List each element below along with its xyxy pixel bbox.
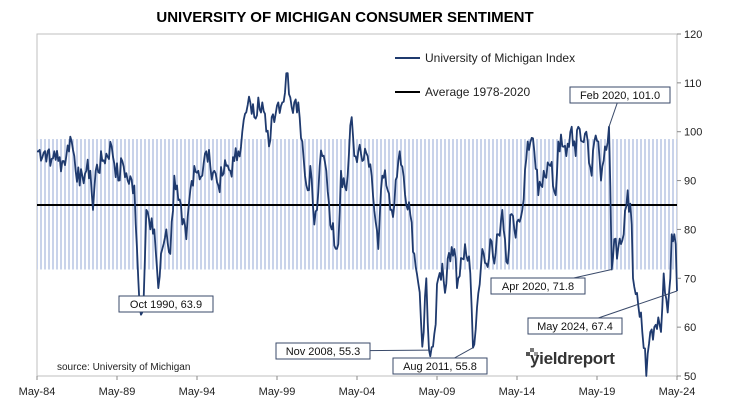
legend-label-average: Average 1978-2020: [425, 85, 531, 99]
annotation-label: Apr 2020, 71.8: [502, 281, 574, 293]
annotation-box: [392, 357, 488, 375]
annotation-label: Nov 2008, 55.3: [286, 346, 361, 358]
y-tick-label: 90: [684, 176, 696, 188]
x-tick-label: May-19: [579, 386, 616, 398]
y-tick-label: 50: [684, 371, 696, 383]
annotation-box: [490, 277, 586, 295]
source-note: source: University of Michigan: [57, 362, 190, 373]
y-tick-label: 80: [684, 224, 696, 236]
annotation-box: [569, 86, 671, 104]
x-tick-label: May-09: [419, 386, 456, 398]
x-axis-ticks: May-84 May-89 May-94 May-99 May-04 May-09 May-…: [19, 376, 696, 398]
x-tick-label: May-99: [259, 386, 296, 398]
x-tick-label: May-24: [659, 386, 696, 398]
brand-logo-text: yieldreport: [530, 349, 615, 368]
annotation-label: Oct 1990, 63.9: [130, 299, 202, 311]
y-axis-ticks: 50 60 70 80 90 100 110 120: [677, 29, 702, 383]
annotation-box: [527, 317, 623, 335]
x-tick-label: May-04: [339, 386, 376, 398]
annotation-box: [118, 295, 214, 313]
legend: University of Michigan Index Average 197…: [395, 51, 575, 99]
y-tick-label: 70: [684, 273, 696, 285]
x-tick-label: May-84: [19, 386, 56, 398]
x-tick-label: May-94: [179, 386, 216, 398]
y-tick-label: 110: [684, 78, 702, 90]
annotation-box: [275, 342, 371, 360]
y-tick-label: 60: [684, 322, 696, 334]
annotation-label: Aug 2011, 55.8: [403, 361, 477, 373]
annotation-label: May 2024, 67.4: [537, 321, 613, 333]
brand-logo-mark: [530, 348, 534, 352]
brand-logo-mark: [526, 352, 530, 356]
brand-logo-mark: [534, 352, 538, 356]
annotations: Oct 1990, 63.9 Nov 2008, 55.3 Aug 2011, 55…: [118, 86, 678, 375]
brand-logo: yieldreport: [526, 348, 615, 368]
chart-title: UNIVERSITY OF MICHIGAN CONSUMER SENTIMEN…: [156, 9, 533, 26]
y-tick-label: 120: [684, 29, 702, 41]
y-tick-label: 100: [684, 127, 702, 139]
legend-label-index: University of Michigan Index: [425, 51, 575, 65]
annotation-label: Feb 2020, 101.0: [580, 90, 660, 102]
x-tick-label: May-14: [499, 386, 536, 398]
x-tick-label: May-89: [99, 386, 136, 398]
